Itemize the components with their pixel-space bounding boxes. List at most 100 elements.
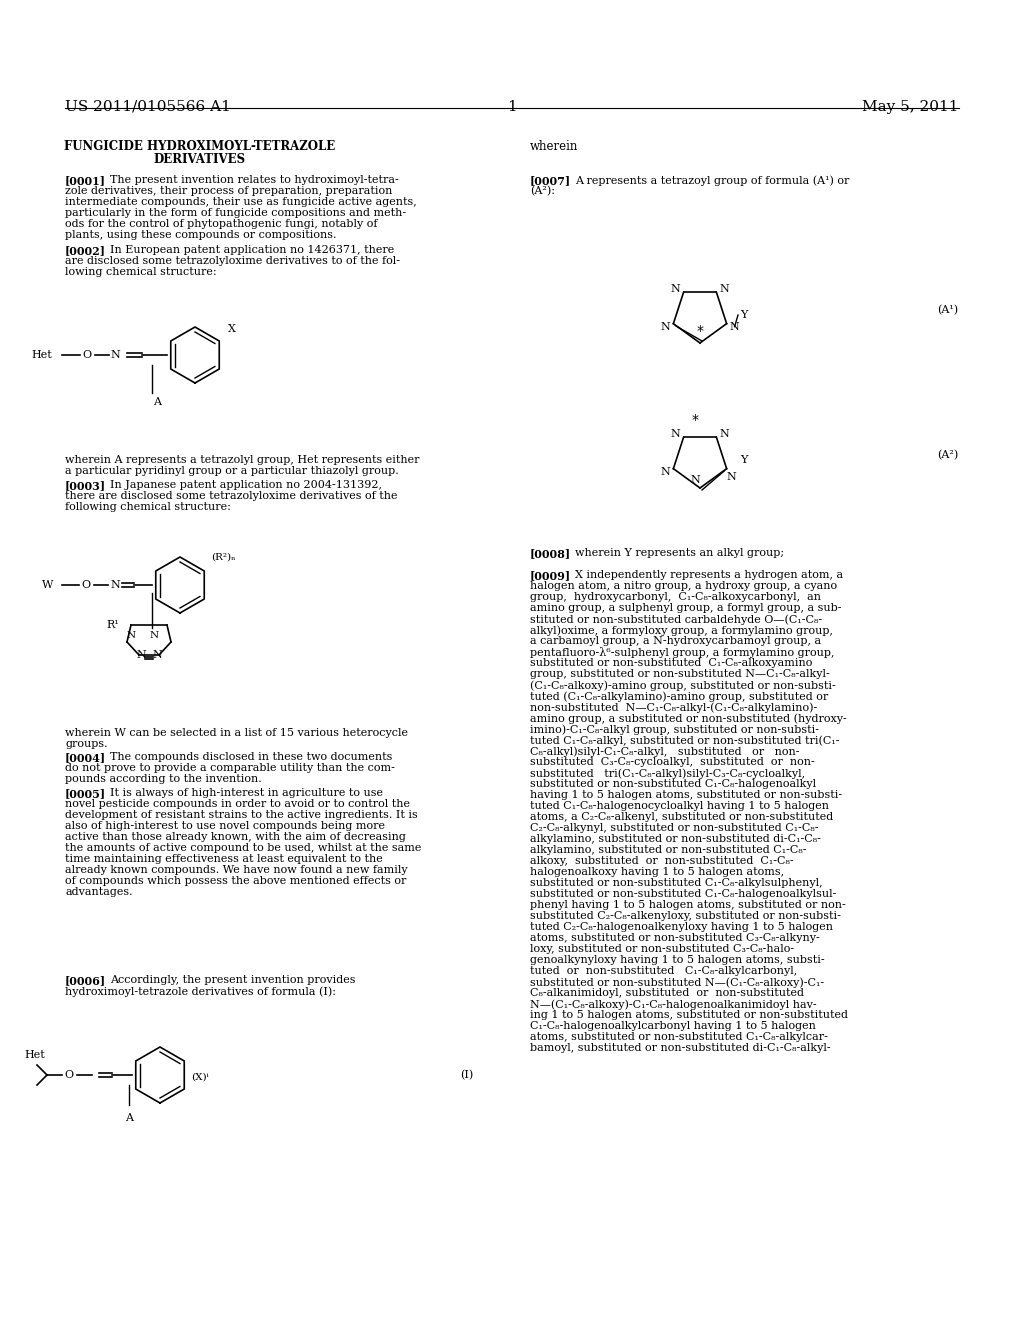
Text: It is always of high-interest in agriculture to use: It is always of high-interest in agricul… xyxy=(110,788,383,799)
Text: C₁-C₈-halogenoalkylcarbonyl having 1 to 5 halogen: C₁-C₈-halogenoalkylcarbonyl having 1 to … xyxy=(530,1020,816,1031)
Text: active than those already known, with the aim of decreasing: active than those already known, with th… xyxy=(65,832,406,842)
Text: substituted   tri(C₁-C₈-alkyl)silyl-C₃-C₈-cycloalkyl,: substituted tri(C₁-C₈-alkyl)silyl-C₃-C₈-… xyxy=(530,768,805,779)
Text: following chemical structure:: following chemical structure: xyxy=(65,502,230,512)
Text: (A¹): (A¹) xyxy=(937,305,958,315)
Text: group, substituted or non-substituted N—C₁-C₈-alkyl-: group, substituted or non-substituted N—… xyxy=(530,669,829,678)
Text: there are disclosed some tetrazolyloxime derivatives of the: there are disclosed some tetrazolyloxime… xyxy=(65,491,397,502)
Text: are disclosed some tetrazolyloxime derivatives to of the fol-: are disclosed some tetrazolyloxime deriv… xyxy=(65,256,400,267)
Text: intermediate compounds, their use as fungicide active agents,: intermediate compounds, their use as fun… xyxy=(65,197,417,207)
Text: C₈-alkyl)silyl-C₁-C₈-alkyl,   substituted   or   non-: C₈-alkyl)silyl-C₁-C₈-alkyl, substituted … xyxy=(530,746,800,756)
Text: [0004]: [0004] xyxy=(65,752,106,763)
Text: wherein A represents a tetrazolyl group, Het represents either: wherein A represents a tetrazolyl group,… xyxy=(65,455,420,465)
Text: tuted C₁-C₈-alkyl, substituted or non-substituted tri(C₁-: tuted C₁-C₈-alkyl, substituted or non-su… xyxy=(530,735,840,746)
Text: stituted or non-substituted carbaldehyde O—(C₁-C₈-: stituted or non-substituted carbaldehyde… xyxy=(530,614,822,624)
Text: wherein: wherein xyxy=(530,140,579,153)
Text: group,  hydroxycarbonyl,  C₁-C₈-alkoxycarbonyl,  an: group, hydroxycarbonyl, C₁-C₈-alkoxycarb… xyxy=(530,591,821,602)
Text: X independently represents a hydrogen atom, a: X independently represents a hydrogen at… xyxy=(575,570,843,579)
Text: substituted or non-substituted  C₁-C₈-alkoxyamino: substituted or non-substituted C₁-C₈-alk… xyxy=(530,657,812,668)
Text: tuted C₂-C₈-halogenoalkenyloxy having 1 to 5 halogen: tuted C₂-C₈-halogenoalkenyloxy having 1 … xyxy=(530,921,833,932)
Text: *: * xyxy=(691,413,698,426)
Text: halogenoalkoxy having 1 to 5 halogen atoms,: halogenoalkoxy having 1 to 5 halogen ato… xyxy=(530,867,784,876)
Text: hydroximoyl-tetrazole derivatives of formula (I):: hydroximoyl-tetrazole derivatives of for… xyxy=(65,986,336,997)
Text: non-substituted  N—C₁-C₈-alkyl-(C₁-C₈-alkylamino)-: non-substituted N—C₁-C₈-alkyl-(C₁-C₈-alk… xyxy=(530,702,817,713)
Text: C₂-C₈-alkynyl, substituted or non-substituted C₁-C₈-: C₂-C₈-alkynyl, substituted or non-substi… xyxy=(530,822,818,833)
Text: tuted C₁-C₈-halogenocycloalkyl having 1 to 5 halogen: tuted C₁-C₈-halogenocycloalkyl having 1 … xyxy=(530,801,829,810)
Text: A represents a tetrazoyl group of formula (A¹) or: A represents a tetrazoyl group of formul… xyxy=(575,176,849,186)
Text: wherein Y represents an alkyl group;: wherein Y represents an alkyl group; xyxy=(575,548,784,558)
Text: the amounts of active compound to be used, whilst at the same: the amounts of active compound to be use… xyxy=(65,843,421,853)
Text: N: N xyxy=(727,471,736,482)
Text: [0001]: [0001] xyxy=(65,176,106,186)
Text: *: * xyxy=(696,323,703,338)
Text: In Japanese patent application no 2004-131392,: In Japanese patent application no 2004-1… xyxy=(110,480,382,490)
Text: Het: Het xyxy=(25,1049,45,1060)
Text: plants, using these compounds or compositions.: plants, using these compounds or composi… xyxy=(65,230,337,240)
Text: [0006]: [0006] xyxy=(65,975,106,986)
Text: Accordingly, the present invention provides: Accordingly, the present invention provi… xyxy=(110,975,355,985)
Text: (A²):: (A²): xyxy=(530,186,555,197)
Text: ods for the control of phytopathogenic fungi, notably of: ods for the control of phytopathogenic f… xyxy=(65,219,378,228)
Text: N: N xyxy=(660,467,671,477)
Text: ing 1 to 5 halogen atoms, substituted or non-substituted: ing 1 to 5 halogen atoms, substituted or… xyxy=(530,1010,848,1020)
Text: O: O xyxy=(65,1071,74,1080)
Text: May 5, 2011: May 5, 2011 xyxy=(862,100,959,114)
Text: substituted or non-substituted N—(C₁-C₈-alkoxy)-C₁-: substituted or non-substituted N—(C₁-C₈-… xyxy=(530,977,824,987)
Text: alkyl)oxime, a formyloxy group, a formylamino group,: alkyl)oxime, a formyloxy group, a formyl… xyxy=(530,624,833,635)
Text: [0003]: [0003] xyxy=(65,480,106,491)
Text: In European patent application no 1426371, there: In European patent application no 142637… xyxy=(110,246,394,255)
Text: also of high-interest to use novel compounds being more: also of high-interest to use novel compo… xyxy=(65,821,385,832)
Text: N: N xyxy=(153,649,162,660)
Text: O: O xyxy=(83,350,91,360)
Text: groups.: groups. xyxy=(65,739,108,748)
Text: N: N xyxy=(671,429,680,440)
Text: amino group, a sulphenyl group, a formyl group, a sub-: amino group, a sulphenyl group, a formyl… xyxy=(530,603,842,612)
Text: do not prove to provide a comparable utility than the com-: do not prove to provide a comparable uti… xyxy=(65,763,395,774)
Text: N: N xyxy=(690,475,699,484)
Text: X: X xyxy=(228,323,236,334)
Text: N: N xyxy=(111,350,120,360)
Text: atoms, a C₂-C₈-alkenyl, substituted or non-substituted: atoms, a C₂-C₈-alkenyl, substituted or n… xyxy=(530,812,834,822)
Text: advantages.: advantages. xyxy=(65,887,133,898)
Text: N: N xyxy=(720,429,729,440)
Text: [0007]: [0007] xyxy=(530,176,571,186)
Text: time maintaining effectiveness at least equivalent to the: time maintaining effectiveness at least … xyxy=(65,854,383,865)
Text: pounds according to the invention.: pounds according to the invention. xyxy=(65,774,262,784)
Text: (C₁-C₈-alkoxy)-amino group, substituted or non-substi-: (C₁-C₈-alkoxy)-amino group, substituted … xyxy=(530,680,836,690)
Text: N—(C₁-C₈-alkoxy)-C₁-C₈-halogenoalkanimidoyl hav-: N—(C₁-C₈-alkoxy)-C₁-C₈-halogenoalkanimid… xyxy=(530,999,816,1010)
Text: particularly in the form of fungicide compositions and meth-: particularly in the form of fungicide co… xyxy=(65,209,407,218)
Text: N: N xyxy=(126,631,135,639)
Text: alkylamino, substituted or non-substituted C₁-C₈-: alkylamino, substituted or non-substitut… xyxy=(530,845,807,855)
Text: O: O xyxy=(82,579,90,590)
Text: of compounds which possess the above mentioned effects or: of compounds which possess the above men… xyxy=(65,876,407,886)
Text: C₈-alkanimidoyl, substituted  or  non-substituted: C₈-alkanimidoyl, substituted or non-subs… xyxy=(530,987,804,998)
Text: a carbamoyl group, a N-hydroxycarbamoyl group, a: a carbamoyl group, a N-hydroxycarbamoyl … xyxy=(530,636,821,645)
Text: alkylamino, substituted or non-substituted di-C₁-C₈-: alkylamino, substituted or non-substitut… xyxy=(530,834,821,843)
Text: (X)ⁱ: (X)ⁱ xyxy=(191,1073,209,1082)
Text: N: N xyxy=(111,579,120,590)
Text: DERIVATIVES: DERIVATIVES xyxy=(154,153,246,166)
Text: The present invention relates to hydroximoyl-tetra-: The present invention relates to hydroxi… xyxy=(110,176,398,185)
Text: substituted  C₃-C₈-cycloalkyl,  substituted  or  non-: substituted C₃-C₈-cycloalkyl, substitute… xyxy=(530,756,815,767)
Text: N: N xyxy=(720,284,729,294)
Text: [0005]: [0005] xyxy=(65,788,106,799)
Text: tuted (C₁-C₈-alkylamino)-amino group, substituted or: tuted (C₁-C₈-alkylamino)-amino group, su… xyxy=(530,690,828,701)
Text: zole derivatives, their process of preparation, preparation: zole derivatives, their process of prepa… xyxy=(65,186,392,195)
Text: (A²): (A²) xyxy=(937,450,958,461)
Text: (I): (I) xyxy=(460,1071,473,1080)
Text: [0009]: [0009] xyxy=(530,570,571,581)
Text: imino)-C₁-C₈-alkyl group, substituted or non-substi-: imino)-C₁-C₈-alkyl group, substituted or… xyxy=(530,723,819,734)
Text: halogen atom, a nitro group, a hydroxy group, a cyano: halogen atom, a nitro group, a hydroxy g… xyxy=(530,581,838,591)
Text: substituted C₂-C₈-alkenyloxy, substituted or non-substi-: substituted C₂-C₈-alkenyloxy, substitute… xyxy=(530,911,841,921)
Text: loxy, substituted or non-substituted C₃-C₈-halo-: loxy, substituted or non-substituted C₃-… xyxy=(530,944,795,954)
Text: Y: Y xyxy=(740,455,748,465)
Text: N: N xyxy=(150,631,159,639)
Text: phenyl having 1 to 5 halogen atoms, substituted or non-: phenyl having 1 to 5 halogen atoms, subs… xyxy=(530,900,846,909)
Text: already known compounds. We have now found a new family: already known compounds. We have now fou… xyxy=(65,865,408,875)
Text: N: N xyxy=(730,322,739,331)
Text: genoalkynyloxy having 1 to 5 halogen atoms, substi-: genoalkynyloxy having 1 to 5 halogen ato… xyxy=(530,954,824,965)
Text: alkoxy,  substituted  or  non-substituted  C₁-C₈-: alkoxy, substituted or non-substituted C… xyxy=(530,855,794,866)
Text: W: W xyxy=(42,579,53,590)
Text: N: N xyxy=(136,649,145,660)
Text: pentafluoro-λ⁶-sulphenyl group, a formylamino group,: pentafluoro-λ⁶-sulphenyl group, a formyl… xyxy=(530,647,835,657)
Text: substituted or non-substituted C₁-C₈-halogenoalkylsul-: substituted or non-substituted C₁-C₈-hal… xyxy=(530,888,837,899)
